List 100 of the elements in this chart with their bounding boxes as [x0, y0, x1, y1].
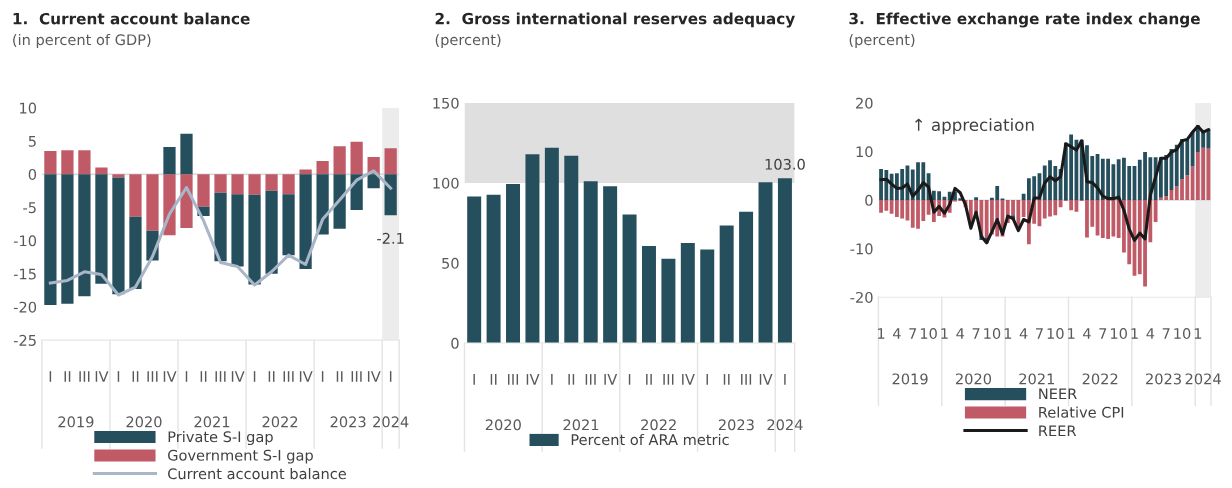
- x-tick-label: III: [351, 371, 362, 382]
- x-tick-label: II: [200, 371, 207, 382]
- x-tick-label: IV: [299, 371, 313, 382]
- x-tick-label: II: [268, 371, 275, 382]
- y-tick-label: 100: [433, 177, 459, 189]
- legend-label: REER: [1039, 425, 1077, 437]
- chart-title: 3. Effective exchange rate index change: [849, 12, 1200, 28]
- x-tick-label: 10: [984, 328, 1001, 340]
- text: 2022: [262, 416, 298, 428]
- y-tick-label: -15: [13, 268, 36, 280]
- x-tick-label: II: [723, 374, 730, 385]
- text: 2020: [485, 419, 521, 431]
- x-tick-label: III: [147, 371, 158, 382]
- x-tick-label: 1: [1068, 328, 1075, 339]
- text: 2024: [767, 419, 803, 431]
- y-tick-label: -20: [850, 291, 873, 303]
- text: 2024: [373, 416, 409, 428]
- legend-label: Private S-I gap: [168, 430, 273, 446]
- x-tick-label: 7: [972, 328, 980, 339]
- x-tick-label: 7: [909, 328, 917, 339]
- y-tick-label: -10: [13, 235, 37, 247]
- x-tick-label: 4: [892, 328, 901, 339]
- x-tick-label: III: [79, 371, 90, 382]
- y-tick-label: 150: [433, 97, 459, 109]
- x-tick-label: I: [473, 374, 475, 385]
- x-tick-label: 4: [1019, 328, 1028, 339]
- x-tick-label: I: [551, 374, 553, 385]
- text: 2021: [1019, 373, 1055, 385]
- x-tick-label: I: [185, 371, 188, 382]
- y-tick-label: -20: [13, 301, 37, 313]
- x-tick-label: 7: [1099, 328, 1107, 339]
- legend-label: NEER: [1039, 388, 1077, 400]
- x-tick-label: III: [585, 374, 596, 385]
- x-tick-label: IV: [163, 371, 177, 382]
- text: 2023: [330, 416, 366, 428]
- x-tick-label: I: [49, 371, 52, 382]
- x-tick-label: IV: [682, 374, 695, 385]
- x-tick-label: I: [253, 371, 256, 382]
- x-tick-label: I: [706, 374, 708, 385]
- legend-label: Percent of ARA metric: [571, 433, 729, 446]
- data-label: -2.1: [377, 232, 404, 244]
- chart-title: 1. Current account balance: [13, 12, 250, 25]
- x-tick-label: II: [646, 374, 652, 385]
- x-tick-label: I: [784, 374, 786, 385]
- text: 2021: [194, 416, 230, 428]
- x-tick-label: 10: [1174, 328, 1191, 340]
- x-tick-label: IV: [526, 374, 540, 385]
- y-tick-label: 0: [865, 194, 873, 206]
- x-tick-label: III: [663, 374, 674, 385]
- x-tick-label: IV: [604, 374, 618, 385]
- legend-label: Government S-I gap: [168, 449, 313, 464]
- x-tick-label: I: [389, 371, 392, 382]
- x-tick-label: 4: [1146, 328, 1155, 339]
- text: 2019: [58, 416, 94, 428]
- legend-label: Current account balance: [168, 467, 346, 480]
- chart-title: 2. Gross international reserves adequacy: [435, 12, 795, 28]
- x-tick-label: I: [117, 371, 120, 382]
- x-tick-label: 4: [1083, 328, 1091, 339]
- x-tick-label: 1: [941, 328, 948, 339]
- text: 2020: [955, 373, 992, 385]
- x-tick-label: 10: [1047, 328, 1064, 340]
- x-tick-label: III: [283, 371, 294, 382]
- x-tick-label: III: [508, 374, 519, 385]
- text: 2024: [1185, 373, 1221, 385]
- x-tick-label: 1: [1131, 328, 1138, 339]
- x-tick-label: II: [490, 374, 497, 385]
- x-tick-label: 10: [920, 328, 937, 340]
- x-tick-label: II: [132, 371, 139, 382]
- x-tick-label: IV: [95, 371, 109, 382]
- x-tick-label: 7: [1162, 328, 1170, 339]
- y-tick-label: 5: [28, 135, 36, 147]
- y-tick-label: 0: [28, 168, 37, 180]
- x-tick-label: IV: [759, 374, 773, 385]
- y-tick-label: -25: [13, 334, 36, 346]
- chart-subtitle: (in percent of GDP): [13, 33, 151, 49]
- text: 2023: [718, 419, 754, 431]
- data-label: 103.0: [765, 158, 805, 170]
- text: 2022: [1082, 373, 1118, 385]
- text: 2021: [563, 419, 599, 431]
- x-tick-label: II: [64, 371, 71, 382]
- x-tick-label: I: [628, 374, 631, 385]
- y-tick-label: 50: [442, 257, 459, 269]
- x-tick-label: 1: [1194, 328, 1202, 339]
- y-tick-label: 10: [20, 102, 37, 114]
- x-tick-label: III: [741, 374, 752, 385]
- chart-subtitle: (percent): [849, 33, 915, 49]
- x-tick-label: 10: [1110, 328, 1127, 340]
- y-tick-label: 20: [856, 97, 873, 109]
- x-tick-label: 1: [1004, 328, 1012, 339]
- x-tick-label: IV: [231, 371, 245, 382]
- x-tick-label: 4: [956, 328, 965, 339]
- x-tick-label: I: [321, 371, 324, 382]
- x-tick-label: III: [215, 371, 226, 382]
- text: 2019: [892, 373, 928, 385]
- text: 2023: [1146, 373, 1181, 385]
- x-tick-label: II: [336, 371, 343, 382]
- text: 2020: [126, 416, 162, 428]
- legend-label: Relative CPI: [1039, 406, 1124, 418]
- annotation: ↑ appreciation: [915, 118, 1034, 135]
- y-tick-label: 0: [451, 337, 459, 349]
